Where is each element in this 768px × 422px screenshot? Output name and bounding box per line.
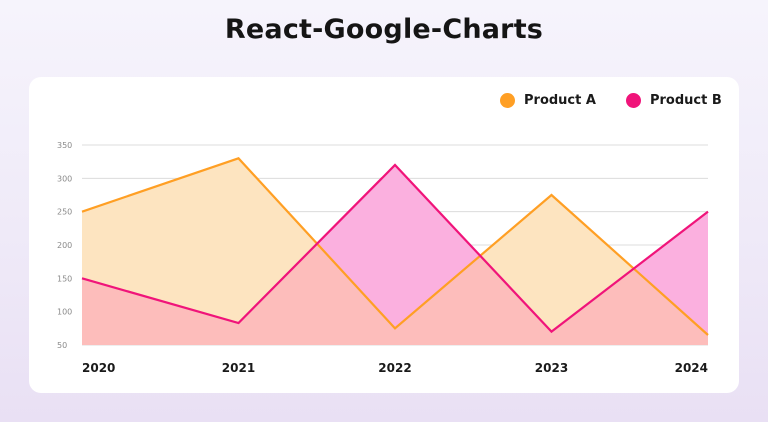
- series-line-0[interactable]: [81, 157, 709, 336]
- y-tick-label: 50: [57, 341, 67, 350]
- legend-label-product-a: Product A: [524, 93, 596, 108]
- y-tick-label: 100: [57, 308, 72, 317]
- y-tick-label: 350: [57, 141, 72, 150]
- area-fills: [82, 158, 708, 345]
- series-line-1[interactable]: [81, 163, 709, 334]
- x-tick-label: 2024: [675, 361, 708, 375]
- x-tick-label: 2022: [378, 361, 411, 375]
- page-title: React-Google-Charts: [224, 14, 544, 45]
- x-tick-label: 2020: [82, 361, 115, 375]
- legend-item-product-a[interactable]: Product A: [500, 93, 596, 108]
- x-axis-ticks: 2020 2021 2022 2023 2024: [82, 361, 708, 375]
- y-tick-label: 150: [57, 274, 72, 283]
- area-fill-overlap: [82, 243, 708, 345]
- area-fill-series-1: [82, 165, 708, 345]
- y-axis-ticks: 50 100 150 200 250 300 350: [57, 141, 72, 350]
- y-tick-label: 300: [57, 174, 72, 183]
- x-tick-label: 2023: [535, 361, 568, 375]
- area-fill-series-0: [82, 158, 708, 345]
- legend-item-product-b[interactable]: Product B: [625, 93, 722, 108]
- legend-label-product-b: Product B: [649, 93, 722, 108]
- legend-dot-product-b: [625, 93, 641, 108]
- y-tick-label: 200: [57, 241, 72, 250]
- x-tick-label: 2021: [222, 361, 255, 375]
- y-tick-label: 250: [57, 208, 72, 217]
- series-lines: [81, 157, 709, 336]
- chart-legend: Product A Product B: [500, 93, 722, 108]
- legend-dot-product-a: [500, 93, 515, 108]
